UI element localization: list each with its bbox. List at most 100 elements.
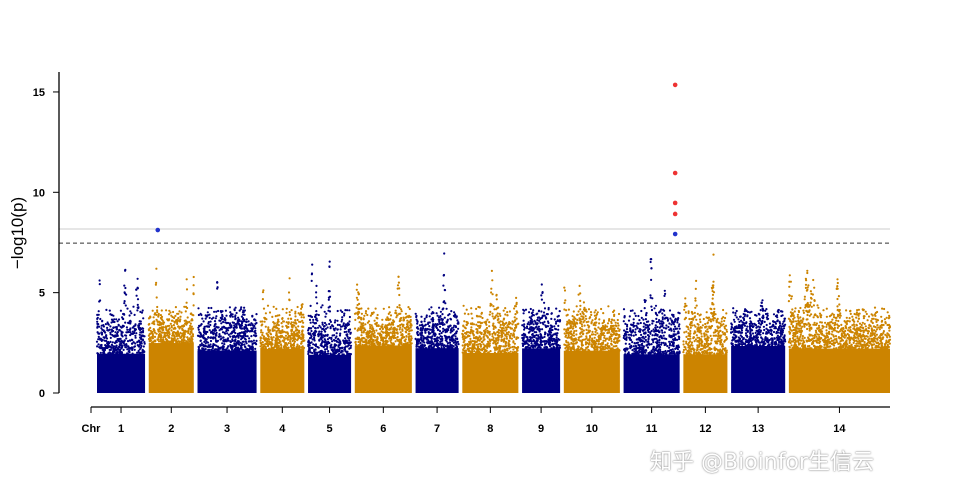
snp-point	[445, 328, 448, 331]
snp-point	[543, 307, 547, 310]
snp-point	[634, 331, 637, 334]
snp-point	[314, 334, 317, 337]
snp-point	[508, 334, 512, 337]
snp-point	[408, 344, 411, 347]
snp-point	[250, 348, 253, 351]
snp-point	[348, 309, 351, 312]
snp-point	[649, 294, 652, 297]
snp-point	[356, 298, 359, 301]
snp-point	[432, 343, 435, 346]
snp-point	[314, 313, 317, 317]
snp-point	[488, 344, 491, 347]
snp-point	[293, 324, 296, 327]
snp-point	[280, 344, 283, 347]
snp-point	[267, 328, 270, 331]
snp-point	[465, 323, 468, 327]
snp-point	[282, 336, 285, 339]
snp-point	[523, 342, 527, 345]
snp-point	[694, 338, 698, 341]
snp-point	[216, 281, 219, 284]
snp-point	[320, 333, 323, 336]
snp-point	[323, 353, 326, 356]
snp-point	[533, 331, 536, 334]
snp-point	[225, 314, 228, 317]
snp-point	[428, 315, 431, 318]
chr-6-dense-region	[354, 345, 412, 393]
snp-point	[496, 312, 499, 315]
snp-point	[241, 336, 244, 340]
snp-point	[489, 310, 492, 313]
snp-point	[230, 324, 233, 327]
snp-point	[295, 328, 298, 331]
snp-point	[354, 340, 357, 343]
snp-point	[629, 333, 633, 336]
snp-point	[537, 343, 540, 346]
snp-point	[288, 299, 291, 302]
snp-point	[131, 348, 134, 352]
snp-point	[514, 305, 518, 308]
snp-point	[396, 306, 399, 309]
snp-point	[174, 314, 177, 317]
snp-point	[599, 349, 602, 352]
snp-point	[575, 329, 578, 332]
snp-point	[165, 309, 168, 312]
snp-point	[482, 347, 485, 351]
snp-point	[116, 331, 119, 334]
snp-point	[495, 298, 498, 301]
snp-point	[636, 351, 639, 354]
snp-point	[485, 320, 488, 323]
snp-point	[555, 342, 558, 345]
snp-point	[539, 321, 542, 324]
snp-point	[605, 337, 609, 340]
snp-point	[320, 344, 323, 348]
snp-point	[556, 339, 559, 343]
snp-point	[234, 325, 237, 329]
snp-point	[423, 317, 426, 320]
snp-point	[365, 338, 368, 342]
snp-point	[359, 326, 362, 329]
snp-point	[491, 293, 494, 296]
snp-point	[650, 343, 653, 346]
snp-point	[125, 337, 128, 340]
snp-point	[492, 327, 495, 331]
snp-point	[430, 306, 433, 309]
snp-point	[544, 316, 548, 319]
snp-point	[101, 346, 105, 350]
snp-point	[140, 344, 143, 348]
snp-point	[120, 352, 123, 355]
snp-point	[149, 332, 152, 335]
snp-point	[496, 331, 499, 334]
snp-point	[184, 310, 187, 313]
snp-point	[499, 314, 502, 317]
snp-point	[357, 338, 360, 341]
snp-point	[136, 277, 139, 280]
snp-point	[96, 313, 99, 316]
snp-point	[179, 325, 182, 328]
snp-point	[602, 312, 605, 315]
snp-point	[523, 309, 526, 312]
snp-point	[652, 320, 655, 323]
snp-point	[572, 310, 575, 313]
snp-point	[629, 329, 632, 333]
snp-point	[614, 321, 617, 324]
snp-point	[647, 338, 650, 341]
snp-point	[603, 336, 606, 339]
snp-point	[280, 347, 283, 350]
snp-point	[244, 323, 247, 326]
snp-point	[101, 320, 104, 323]
snp-point	[283, 330, 286, 333]
snp-point	[528, 330, 531, 333]
snp-point	[168, 336, 171, 339]
snp-point	[640, 333, 643, 336]
snp-point	[180, 311, 183, 314]
snp-point	[711, 293, 715, 296]
snp-point	[316, 353, 319, 356]
snp-point	[564, 299, 567, 302]
snp-point	[584, 315, 587, 318]
snp-point	[190, 325, 193, 328]
snp-point	[234, 339, 237, 342]
snp-point	[316, 319, 319, 322]
snp-point	[428, 321, 431, 324]
snp-point	[647, 326, 650, 329]
snp-point	[137, 325, 140, 329]
